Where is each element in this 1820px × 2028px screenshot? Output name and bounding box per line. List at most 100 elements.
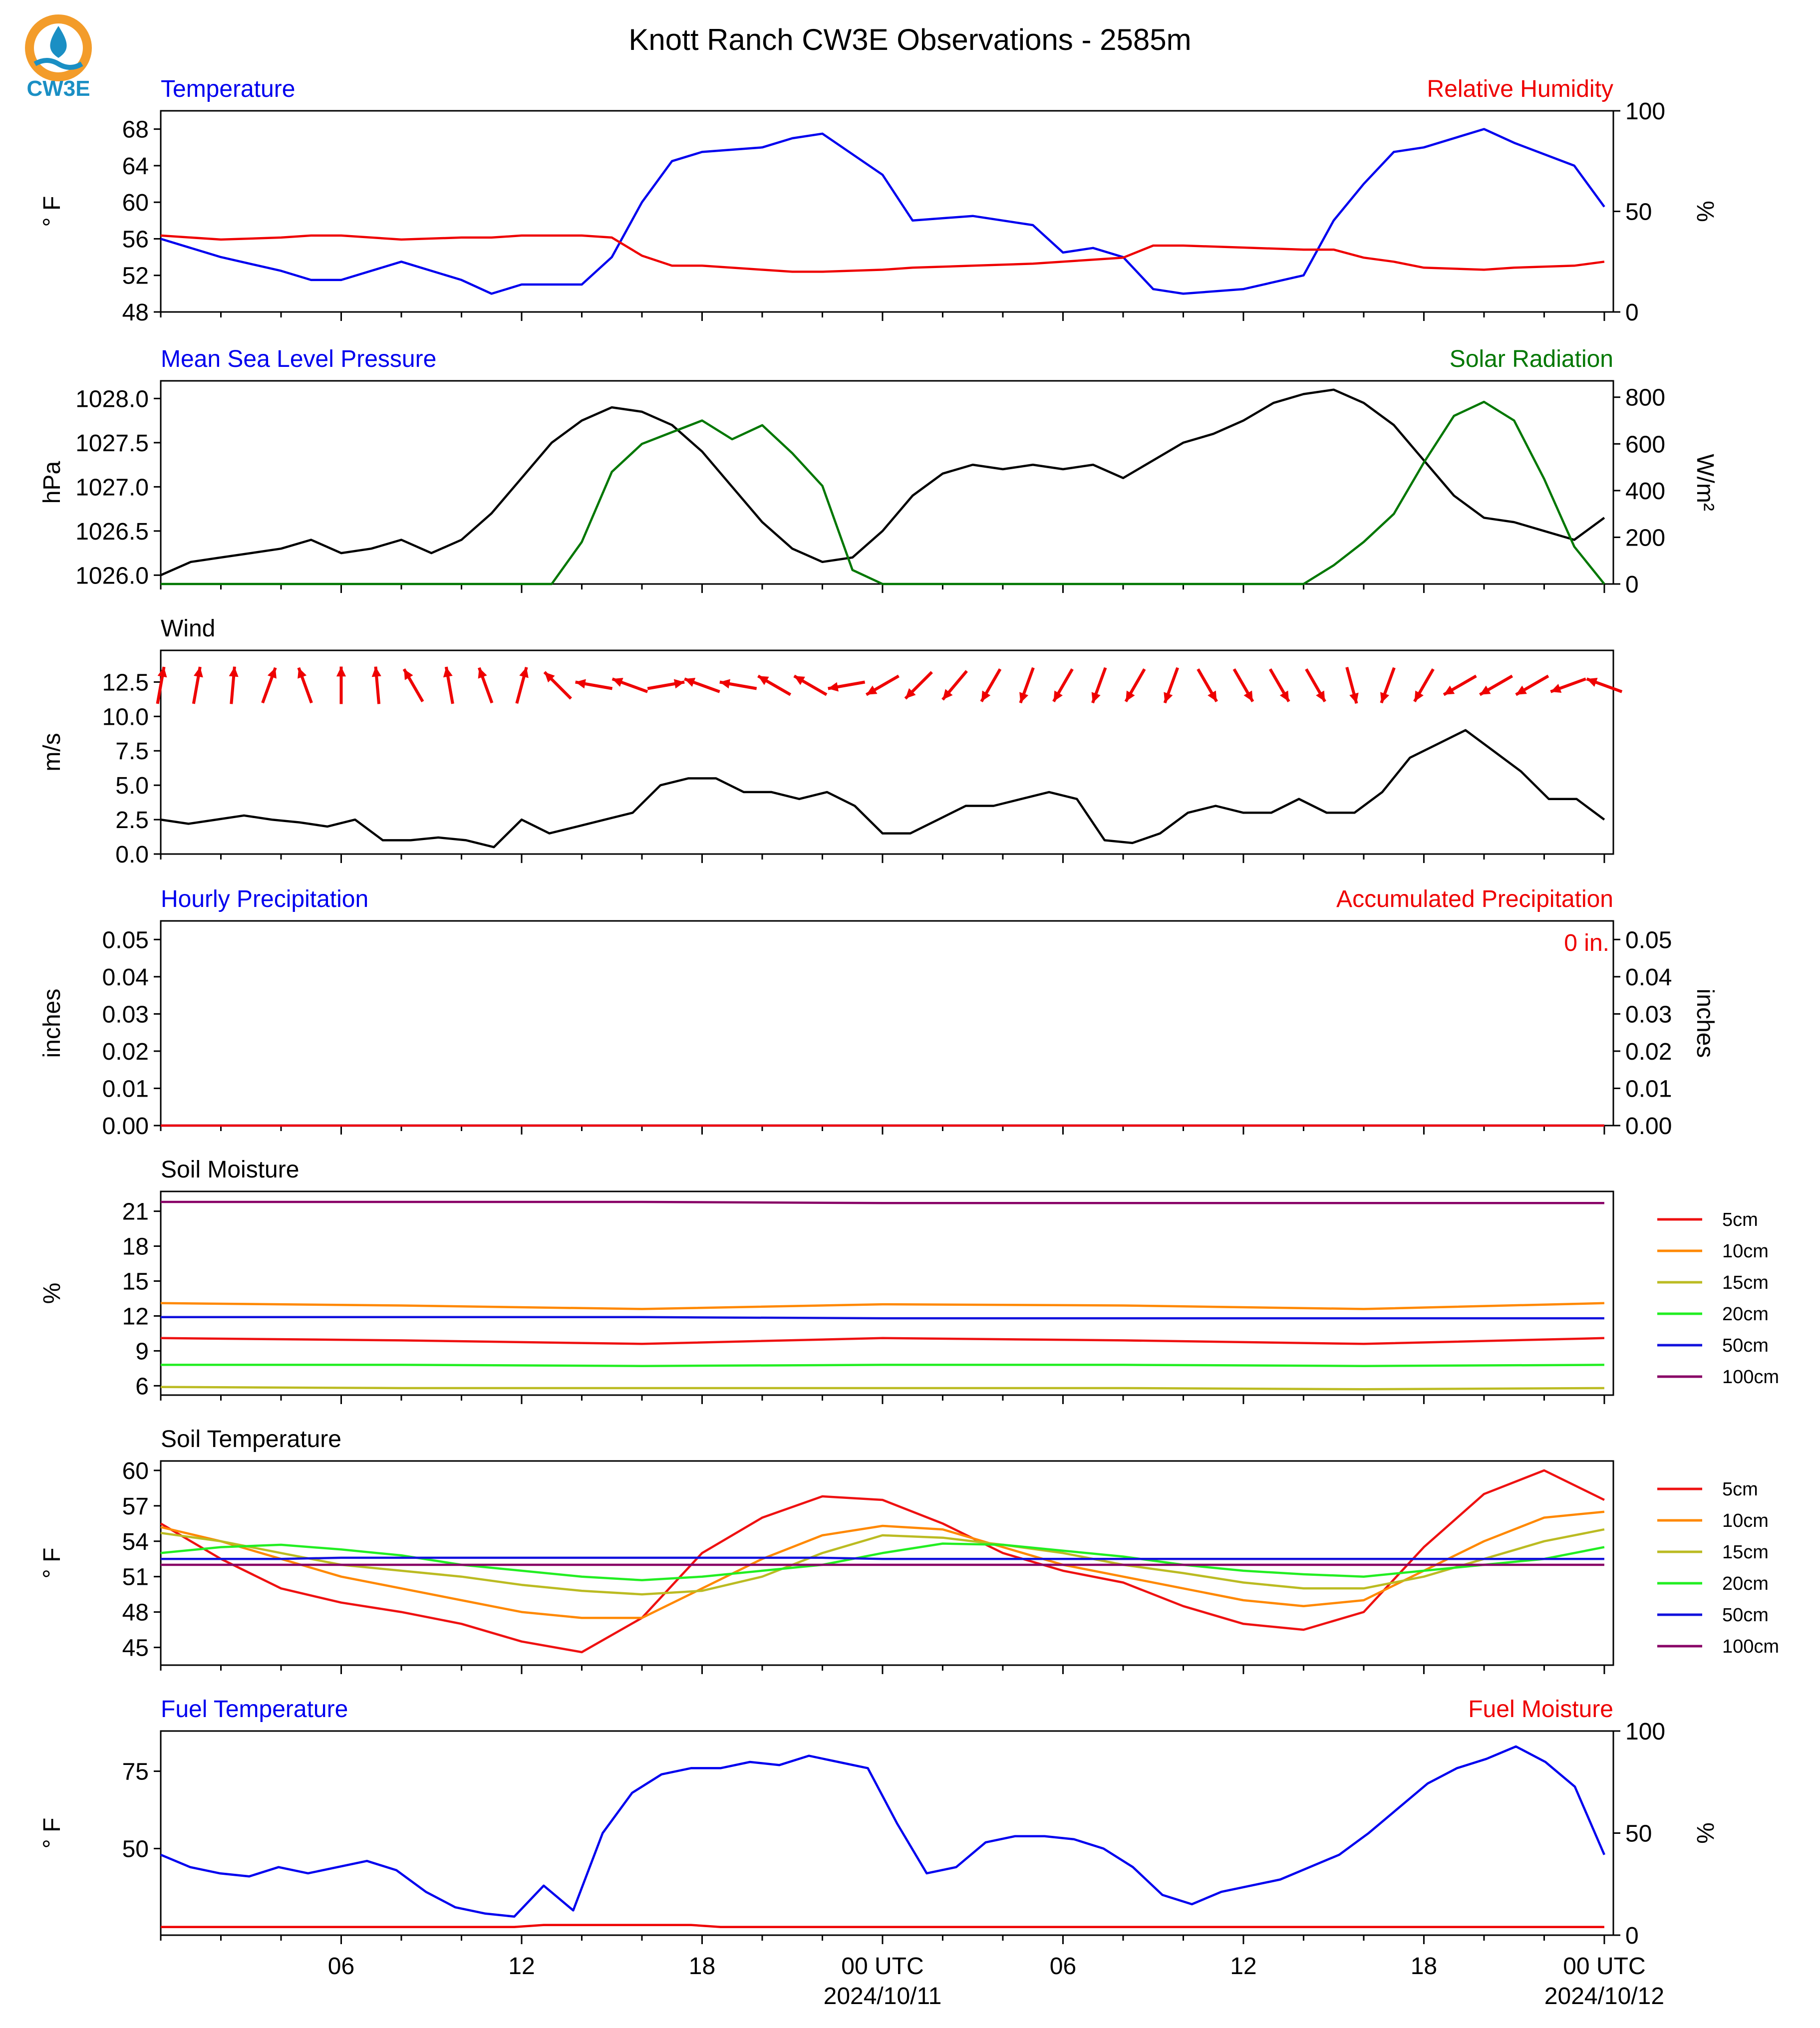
panel-soil_moisture: Soil Moisture6912151821%5cm10cm15cm20cm5…: [39, 1157, 1779, 1404]
panel-title-left: Fuel Temperature: [161, 1696, 348, 1723]
wind-arrow-head: [1550, 684, 1562, 693]
y-tick-label-right: 0.00: [1625, 1113, 1672, 1140]
wind-arrow-head: [1243, 690, 1253, 702]
logo-text: CW3E: [26, 76, 90, 101]
x-tick-label: 06: [1050, 1953, 1076, 1980]
y-axis-label-left: ° F: [39, 196, 65, 227]
y-tick-label-left: 10.0: [102, 704, 149, 730]
y-tick-label-left: 2.5: [115, 807, 149, 834]
legend-label: 10cm: [1722, 1241, 1769, 1262]
y-tick-label-left: 50: [122, 1836, 149, 1862]
y-tick-label-right: 0: [1625, 1923, 1639, 1949]
panel-title-right: Fuel Moisture: [1468, 1696, 1613, 1723]
y-tick-label-right: 50: [1625, 199, 1652, 226]
x-tick-label: 18: [1411, 1953, 1437, 1980]
figure-title: Knott Ranch CW3E Observations - 2585m: [628, 23, 1191, 56]
y-tick-label-right: 400: [1625, 478, 1665, 505]
panel-title-left: Hourly Precipitation: [161, 886, 368, 912]
y-tick-label-left: 54: [122, 1529, 149, 1555]
wind-arrow-head: [1019, 692, 1029, 703]
x-tick-label: 12: [508, 1953, 535, 1980]
legend-label: 20cm: [1722, 1304, 1769, 1325]
wind-arrow-head: [1444, 685, 1455, 695]
panel-title-left: Soil Temperature: [161, 1426, 341, 1452]
legend-label: 100cm: [1722, 1367, 1779, 1388]
y-axis-label-left: hPa: [39, 461, 65, 504]
y-axis-label-right: %: [1692, 1822, 1718, 1844]
wind-arrow-head: [1126, 690, 1135, 702]
series-line-relative-humidity: [160, 234, 1605, 273]
legend-label: 50cm: [1722, 1605, 1769, 1626]
series-line-100cm: [161, 1200, 1604, 1204]
y-tick-label-left: 52: [122, 263, 149, 290]
panel-pressure: Mean Sea Level Pressure Solar Radiation 10…: [39, 346, 1718, 598]
x-tick-label: 00 UTC: [841, 1953, 923, 1980]
y-tick-label-right: 0.03: [1625, 1001, 1672, 1028]
legend-label: 15cm: [1722, 1272, 1769, 1293]
y-tick-label-left: 56: [122, 226, 149, 253]
series-line-15cm: [160, 1528, 1605, 1596]
y-tick-label-left: 15: [122, 1269, 149, 1295]
legend-label: 50cm: [1722, 1335, 1769, 1356]
wind-arrow-head: [371, 666, 381, 677]
wind-arrow-head: [866, 685, 878, 695]
panels: Temperature Relative Humidity485256606468…: [39, 76, 1779, 1949]
series-line-20cm: [160, 1542, 1605, 1582]
y-tick-label-left: 1026.5: [75, 519, 149, 545]
y-axis-label-right: %: [1692, 201, 1718, 222]
series-line-fuel-temperature: [160, 1745, 1605, 1918]
wind-arrow-head: [336, 666, 346, 677]
y-tick-label-right: 100: [1625, 98, 1665, 125]
y-tick-label-left: 57: [122, 1493, 149, 1520]
y-tick-label-right: 200: [1625, 525, 1665, 551]
y-tick-label-left: 1026.0: [75, 563, 149, 589]
wind-arrow-head: [1516, 685, 1527, 695]
y-tick-label-right: 0.02: [1625, 1039, 1672, 1065]
series-line-10cm: [160, 1510, 1605, 1619]
y-tick-label-left: 12: [122, 1303, 149, 1330]
wind-arrow-head: [828, 682, 839, 692]
panel-precipitation: Hourly Precipitation Accumulated Precipit…: [39, 886, 1718, 1140]
wind-arrow-head: [673, 679, 685, 689]
y-tick-label-left: 7.5: [115, 738, 149, 765]
y-tick-label-right: 0.01: [1625, 1076, 1672, 1102]
y-tick-label-left: 9: [135, 1338, 149, 1365]
y-tick-label-left: 0.00: [102, 1113, 149, 1140]
wind-arrow-head: [404, 669, 413, 680]
wind-arrow-head: [942, 689, 953, 700]
series-line-fuel-moisture: [161, 1924, 1604, 1928]
logo-wave-icon: [33, 58, 83, 70]
y-tick-label-right: 0.04: [1625, 964, 1672, 991]
wind-arrow-head: [1316, 690, 1325, 702]
wind-arrow-head: [229, 666, 239, 677]
panel-title-right: Solar Radiation: [1450, 346, 1613, 372]
y-tick-label-left: 6: [135, 1373, 149, 1400]
y-tick-label-left: 75: [122, 1759, 149, 1785]
wind-arrow-head: [758, 676, 769, 685]
y-tick-label-left: 1028.0: [75, 386, 149, 412]
wind-arrow-head: [298, 667, 307, 679]
wind-arrow-head: [193, 667, 203, 678]
legend-label: 100cm: [1722, 1636, 1779, 1657]
y-tick-label-left: 0.05: [102, 927, 149, 953]
x-tick-label: 12: [1230, 1953, 1256, 1980]
panel-title-left: Soil Moisture: [161, 1157, 299, 1183]
y-tick-label-left: 5.0: [115, 773, 149, 799]
y-tick-label-left: 60: [122, 1458, 149, 1484]
wind-arrow-head: [981, 690, 991, 702]
wind-arrow-head: [1349, 692, 1359, 704]
wind-arrow-head: [1164, 692, 1173, 703]
logo-drop-icon: [50, 26, 67, 58]
y-tick-label-left: 0.03: [102, 1001, 149, 1028]
y-tick-label-left: 0.02: [102, 1039, 149, 1065]
y-axis-label-left: m/s: [39, 733, 65, 771]
wind-arrow-head: [1208, 690, 1217, 702]
y-tick-label-left: 60: [122, 190, 149, 216]
y-tick-label-right: 0: [1625, 299, 1639, 326]
series-line-10cm: [160, 1302, 1604, 1310]
series-line-20cm: [161, 1364, 1604, 1367]
series-line-temperature: [160, 128, 1605, 295]
y-axis-label-left: ° F: [39, 1818, 65, 1849]
wind-arrow-head: [1053, 690, 1063, 702]
